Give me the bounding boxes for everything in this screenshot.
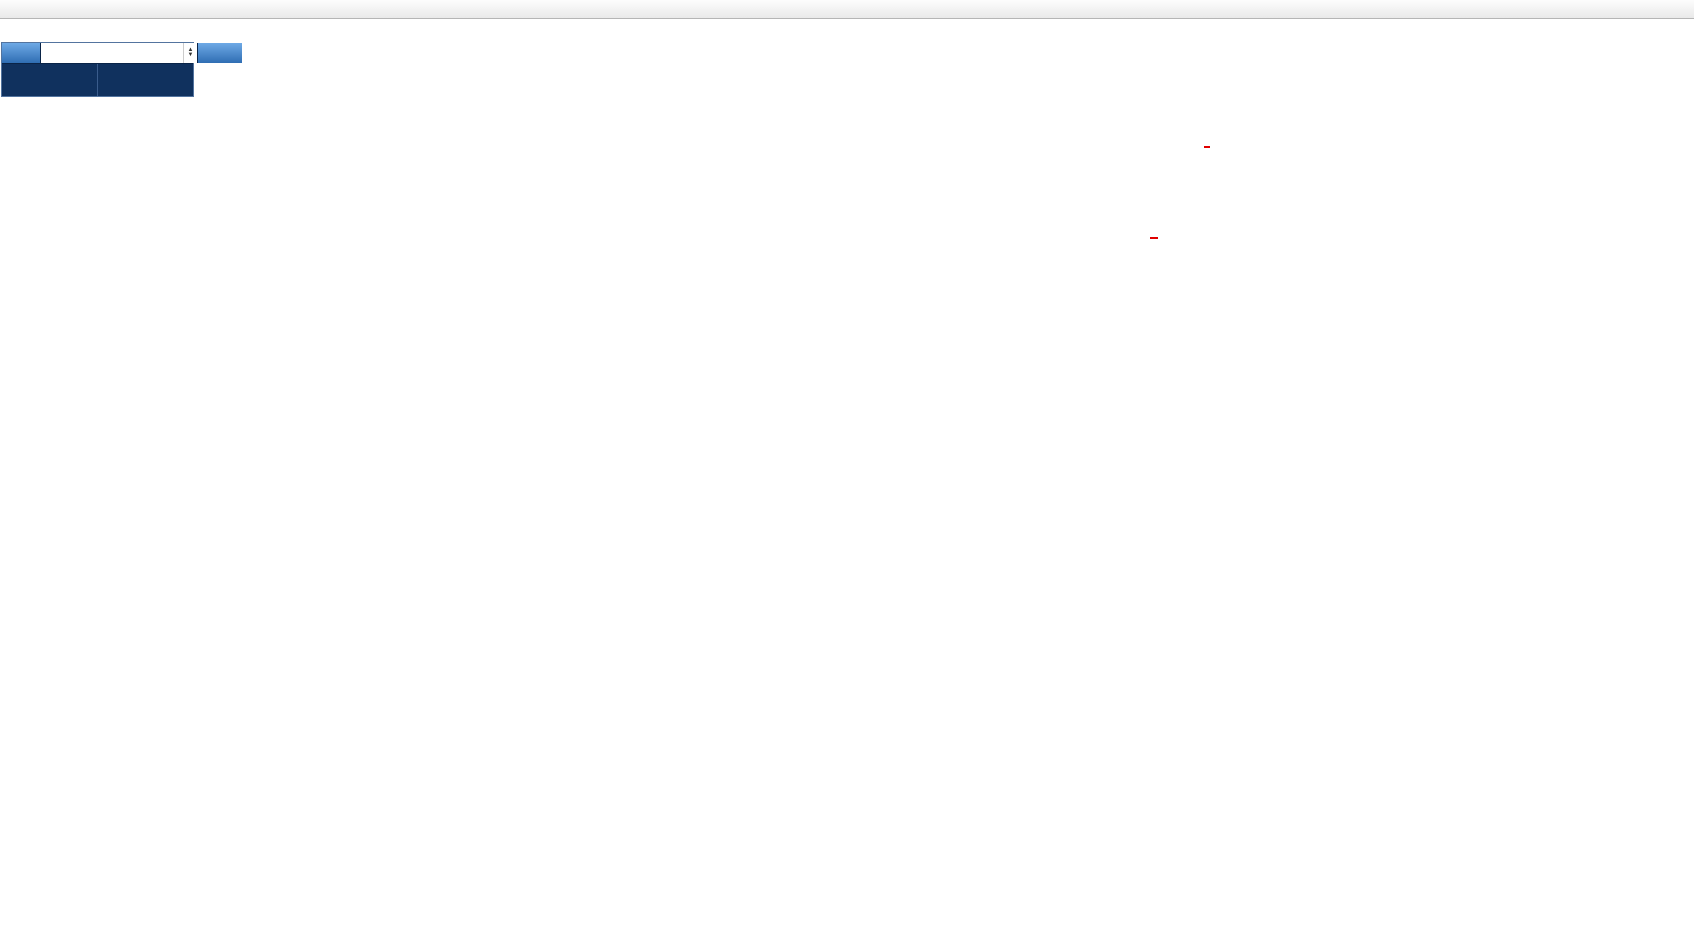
- buy-price[interactable]: [97, 64, 193, 96]
- macd-indicator-label: [0, 541, 11, 552]
- rsi-indicator-label: [0, 700, 6, 711]
- buy-button[interactable]: [198, 43, 242, 63]
- volume-up-icon[interactable]: ▲: [187, 47, 194, 53]
- price-annotation-peak: [1204, 146, 1210, 148]
- sell-button[interactable]: [2, 43, 40, 63]
- volume-input[interactable]: [41, 43, 183, 63]
- price-annotation-level: [1150, 237, 1158, 239]
- sell-price[interactable]: [2, 64, 97, 96]
- volume-down-icon[interactable]: ▼: [187, 52, 194, 58]
- volume-stepper[interactable]: ▲ ▼: [183, 43, 197, 63]
- one-click-trading-panel: ▲ ▼: [1, 42, 242, 97]
- toolbar: [0, 0, 1694, 19]
